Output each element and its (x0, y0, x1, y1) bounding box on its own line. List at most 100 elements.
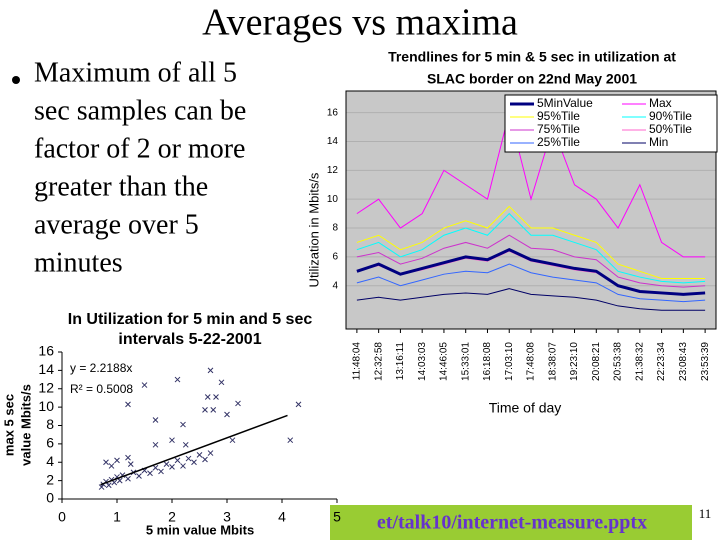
y-tick-label: 16 (38, 343, 54, 359)
x-tick-label: 17:03:10 (504, 342, 515, 381)
legend-label: 90%Tile (649, 109, 692, 123)
legend-label: 95%Tile (537, 109, 580, 123)
scatter-point (180, 463, 186, 469)
scatter-point (204, 394, 211, 400)
legend-label: 75%Tile (537, 122, 580, 136)
annotation: R² = 0.5008 (70, 382, 133, 396)
x-tick-label: 17:48:08 (526, 342, 537, 381)
y-tick-label: 4 (332, 280, 338, 291)
y-tick-label: 0 (46, 490, 54, 506)
scatter-point (103, 459, 109, 466)
scatter-point (108, 463, 115, 469)
bullet-line: greater than the (34, 171, 208, 202)
x-tick-label: 2 (168, 509, 176, 525)
y-tick-label: 8 (46, 416, 54, 432)
scatter-point (125, 401, 131, 408)
chart-title: intervals 5-22-2001 (118, 331, 261, 348)
scatter-point (185, 455, 192, 462)
y-tick-label: 6 (332, 252, 338, 263)
scatter-point (295, 401, 302, 408)
x-tick-label: 16:18:08 (482, 342, 493, 381)
x-tick-label: 22:23:34 (656, 342, 667, 381)
scatter-point (127, 461, 134, 467)
x-axis-label: Time of day (489, 400, 562, 416)
x-tick-label: 20:53:38 (613, 342, 624, 381)
x-tick-label: 12:32:58 (373, 342, 384, 381)
scatter-point (210, 407, 217, 413)
scatter-point (174, 457, 181, 464)
slide-title: Averages vs maxima (202, 2, 518, 44)
scatter-point (158, 468, 164, 475)
x-tick-label: 15:33:01 (460, 342, 471, 381)
x-tick-label: 20:08:21 (591, 342, 602, 381)
legend-label: Min (649, 135, 668, 149)
scatter-point (141, 382, 148, 388)
scatter-point (125, 454, 131, 461)
x-axis-label: 5 min value Mbits (146, 522, 254, 537)
x-tick-label: 13:16:11 (395, 342, 406, 381)
legend-label: 50%Tile (649, 122, 692, 136)
chart-title: Trendlines for 5 min & 5 sec in utilizat… (388, 49, 676, 65)
x-tick-label: 18:38:07 (547, 342, 558, 381)
x-tick-label: 23:53:39 (700, 342, 711, 381)
scatter-point (182, 441, 189, 448)
x-tick-label: 11:48:04 (352, 342, 363, 381)
scatter-point (202, 456, 208, 463)
bullet-line: sec samples can be (34, 95, 246, 126)
y-axis-label: value Mbits/s (18, 384, 33, 466)
scatter-point (147, 470, 153, 477)
scatter-point (191, 459, 197, 466)
bullet-dot (12, 76, 20, 84)
scatter-point (229, 437, 236, 444)
series-line (356, 248, 706, 296)
x-tick-label: 3 (223, 509, 231, 525)
y-tick-label: 8 (332, 223, 338, 234)
scatter-point (152, 441, 159, 448)
scatter-point (218, 379, 225, 386)
plot-area (62, 352, 337, 499)
scatter-point (207, 367, 214, 374)
legend-label: Max (649, 96, 672, 110)
y-tick-label: 12 (327, 165, 339, 176)
series-line (356, 234, 706, 288)
x-tick-label: 4 (278, 509, 286, 525)
scatter-point (169, 463, 175, 470)
x-tick-label: 1 (113, 509, 121, 525)
series-line (356, 205, 706, 280)
series-line (356, 112, 706, 258)
scatter-point (196, 452, 203, 458)
y-tick-label: 12 (38, 379, 54, 395)
footer: et/talk10/internet-measure.pptx (377, 512, 647, 534)
x-tick-label: 21:38:32 (634, 342, 645, 381)
x-tick-label: 23:08:43 (678, 342, 689, 381)
scatter-point (105, 482, 112, 489)
chart-title: In Utilization for 5 min and 5 sec (68, 311, 313, 328)
bullet-line: average over 5 (34, 209, 199, 240)
scatter-point (169, 437, 175, 444)
y-tick-label: 10 (38, 398, 54, 414)
scatter-point (174, 376, 181, 383)
y-tick-label: 2 (46, 471, 54, 487)
scatter-point (224, 411, 230, 418)
scatter-point (235, 400, 241, 407)
y-tick-label: 6 (46, 435, 54, 451)
scatter-point (152, 464, 159, 471)
scatter-point (163, 461, 170, 467)
scatter-point (136, 473, 142, 479)
x-tick-label: 5 (333, 509, 341, 525)
bullet-line: Maximum of all 5 (34, 57, 237, 88)
legend (504, 94, 718, 153)
trendline (100, 414, 288, 486)
x-tick-label: 14:46:05 (439, 342, 450, 381)
scatter-point (180, 421, 186, 428)
y-tick-label: 4 (46, 453, 54, 469)
series-line (356, 288, 706, 311)
bullet-line: minutes (34, 247, 123, 278)
y-tick-label: 14 (38, 361, 54, 377)
chart-title: SLAC border on 22nd May 2001 (427, 71, 637, 87)
x-tick-label: 19:23:10 (569, 342, 580, 381)
scatter-point (98, 484, 105, 490)
scatter-point (152, 417, 159, 423)
scatter-point (213, 394, 219, 400)
